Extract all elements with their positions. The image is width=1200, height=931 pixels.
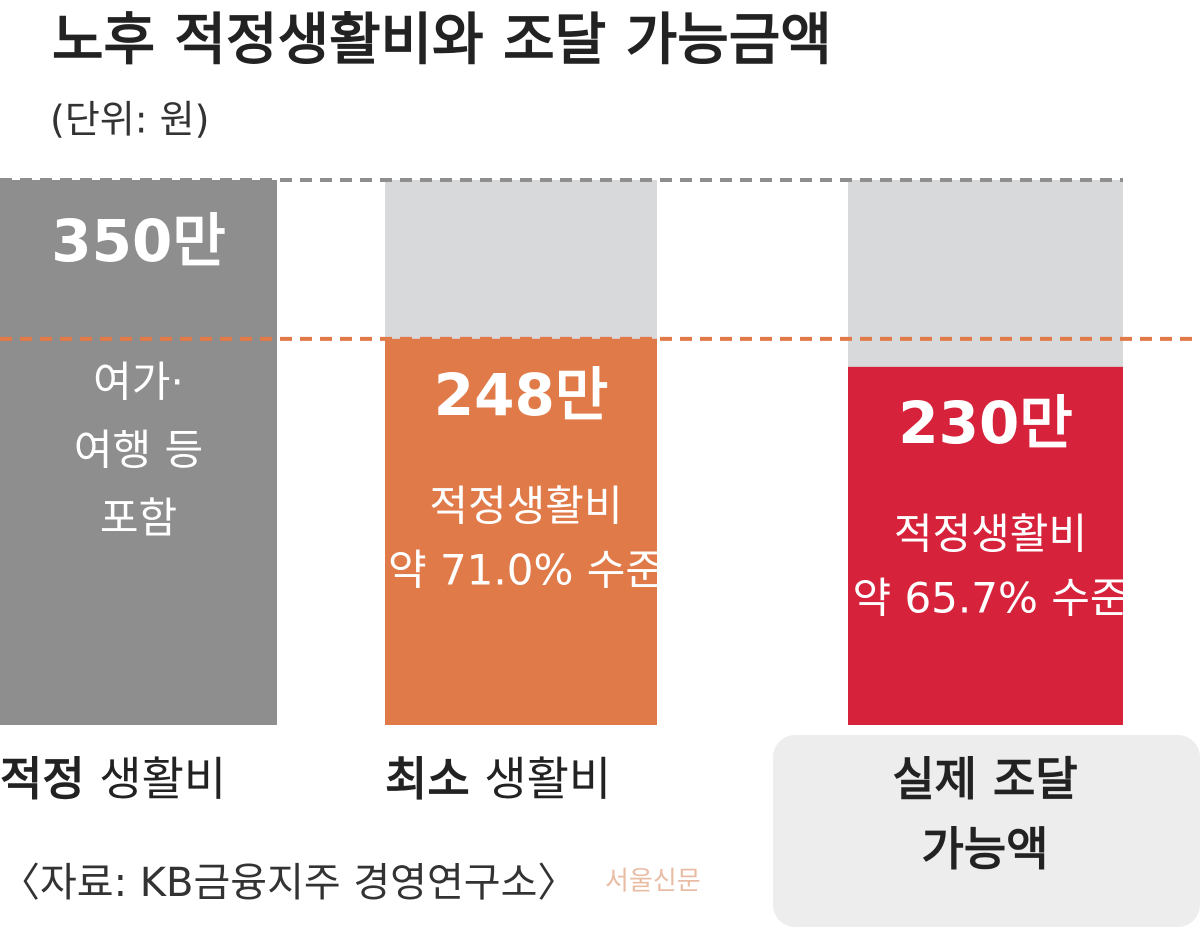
x-tick-label: 적정 생활비	[0, 752, 226, 806]
highlight-panel	[773, 735, 1200, 927]
x-tick-label: 실제 조달 가능액	[892, 752, 1077, 876]
bar	[848, 366, 1123, 725]
value-label: 248만	[434, 361, 608, 429]
annotation: 약 71.0% 수준	[388, 545, 664, 594]
bar	[385, 338, 657, 725]
chart-title: 노후 적정생활비와 조달 가능금액	[52, 8, 832, 73]
value-label: 230만	[898, 389, 1072, 457]
annotation: 포함	[100, 494, 177, 543]
source: 〈자료: KB금융지주 경영연구소〉	[0, 860, 577, 906]
annotation: 여행 등	[74, 426, 203, 475]
watermark: 서울신문	[605, 867, 701, 897]
annotation: 약 65.7% 수준	[852, 573, 1128, 622]
bar	[0, 180, 277, 725]
chart-subtitle: (단위: 원)	[50, 98, 209, 142]
x-tick-label: 최소 생활비	[385, 752, 611, 806]
annotation: 여가·	[93, 358, 184, 407]
value-label: 350만	[51, 207, 225, 275]
annotation: 적정생활비	[429, 481, 622, 530]
annotation: 적정생활비	[894, 509, 1087, 558]
